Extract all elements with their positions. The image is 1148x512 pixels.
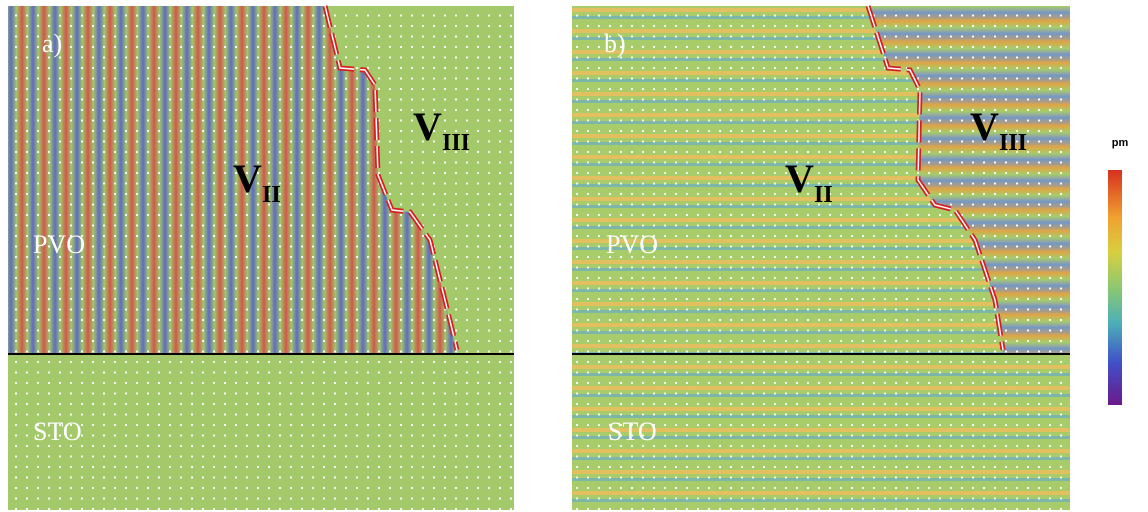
- region-subscript: III: [999, 130, 1027, 156]
- layer-label: STO: [33, 417, 82, 446]
- panel-b: b) V II V III PVO STO: [572, 5, 1070, 510]
- panel-label: a): [42, 29, 62, 58]
- region-label: V: [233, 156, 262, 201]
- panel-a: a) V II V III PVO STO: [8, 5, 514, 510]
- colorbar: pm: [1108, 137, 1128, 405]
- region-subscript: III: [442, 130, 470, 156]
- region-subscript: II: [814, 182, 833, 208]
- layer-label: PVO: [606, 230, 658, 259]
- region-label: V: [970, 104, 999, 149]
- layer-label: STO: [608, 417, 657, 446]
- layer-label: PVO: [33, 230, 85, 259]
- colorbar-unit: pm: [1112, 137, 1129, 149]
- colorbar-scale: [1108, 170, 1122, 405]
- panel-label: b): [604, 29, 626, 58]
- region-label: V: [413, 104, 442, 149]
- region-subscript: II: [262, 182, 281, 208]
- region-label: V: [785, 156, 814, 201]
